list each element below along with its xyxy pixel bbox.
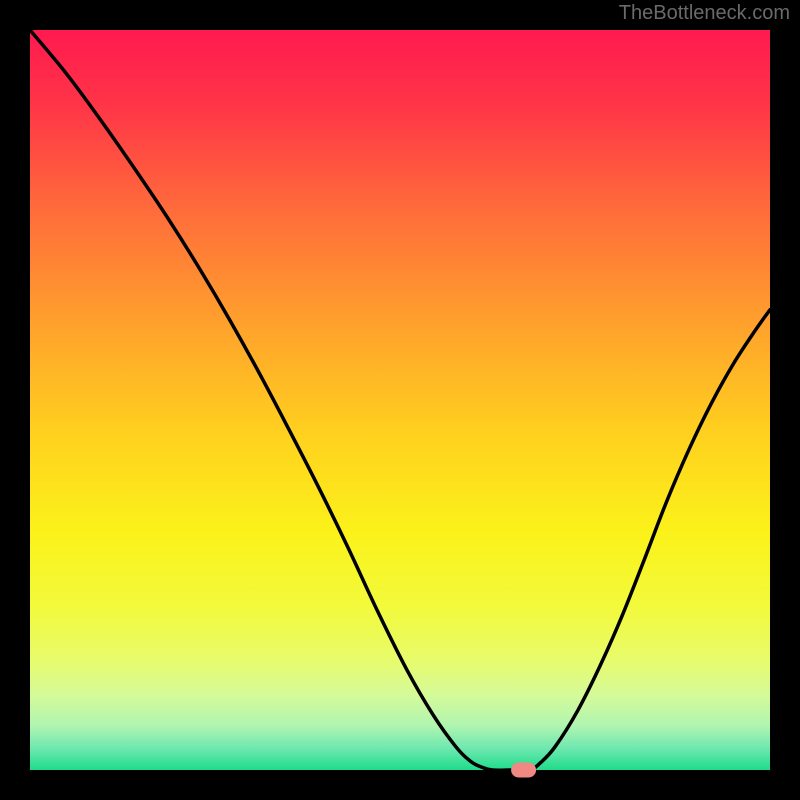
bottleneck-chart: [0, 0, 800, 800]
watermark-text: TheBottleneck.com: [619, 2, 790, 25]
chart-container: TheBottleneck.com: [0, 0, 800, 800]
optimal-point-marker: [512, 763, 536, 777]
